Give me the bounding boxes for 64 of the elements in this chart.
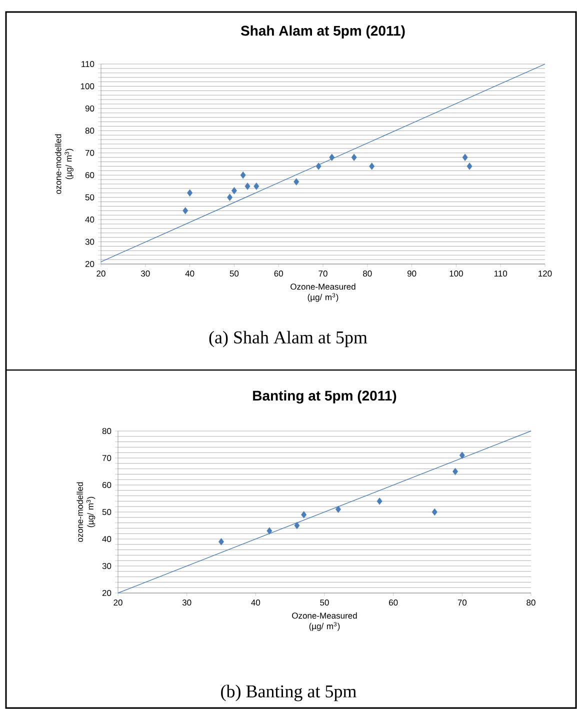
point [316, 162, 322, 170]
point [369, 162, 375, 170]
point [231, 187, 237, 194]
x-tick-label: 30 [141, 270, 150, 277]
x-tick-label: 40 [185, 270, 194, 277]
point [336, 506, 342, 513]
point [254, 182, 260, 190]
y-tick-label: 110 [82, 61, 94, 68]
x-tick-label: 80 [363, 270, 372, 277]
y-tick-label: 50 [102, 509, 112, 516]
y-tick-label: 30 [102, 563, 112, 570]
y-tick-label: 60 [85, 172, 94, 178]
chart-title: Banting at 5pm (2011) [253, 390, 396, 404]
point [240, 171, 246, 179]
point [294, 178, 300, 186]
point [459, 452, 465, 459]
point [244, 182, 250, 190]
x-tick-label: 80 [526, 600, 536, 606]
y-tick-label: 70 [102, 455, 112, 462]
y-tick-label: 30 [85, 238, 94, 245]
point [301, 511, 307, 518]
y-tick-label: 70 [85, 150, 94, 156]
point [462, 154, 468, 162]
x-tick-label: 50 [230, 270, 239, 277]
x-tick-label: 120 [538, 270, 552, 277]
x-tick-label: 30 [182, 600, 192, 606]
y-tick-label: 90 [85, 105, 94, 112]
x-tick-label: 60 [389, 600, 398, 606]
x-axis-title: Ozone-Measured (µg/ m$^{3}$) [292, 612, 357, 631]
y-tick-label: 50 [85, 194, 94, 200]
point [376, 498, 382, 505]
x-tick-label: 110 [494, 270, 508, 277]
x-tick-label: 70 [318, 270, 328, 277]
y-tick-label: 80 [102, 428, 112, 434]
point [182, 207, 188, 214]
point [466, 162, 472, 170]
point [432, 508, 438, 516]
point [329, 154, 335, 162]
y-tick-label: 40 [102, 536, 112, 542]
text: (b) Banting at 5pm [221, 684, 356, 702]
x-tick-label: 40 [251, 600, 260, 606]
x-tick-label: 50 [320, 600, 329, 606]
point [187, 189, 193, 197]
y-tick-label: 100 [80, 83, 94, 90]
point [218, 538, 224, 546]
chart-title: Shah Alam at 5pm (2011) [240, 25, 405, 38]
x-tick-label: 100 [450, 270, 463, 277]
point [294, 522, 300, 530]
y-tick-label: 60 [102, 482, 112, 488]
point [227, 194, 233, 201]
x-tick-label: 70 [458, 600, 467, 606]
point [452, 468, 458, 476]
x-tick-label: 90 [407, 270, 416, 277]
y-tick-label: 80 [85, 128, 94, 134]
y-tick-label: 20 [102, 590, 112, 596]
point [351, 154, 357, 162]
text: (a) Shah Alam at 5pm [209, 330, 368, 348]
x-tick-label: 20 [114, 600, 122, 606]
point [266, 527, 272, 535]
y-tick-label: 20 [85, 261, 94, 268]
x-tick-label: 60 [274, 270, 283, 277]
x-axis-title: Ozone-Measured (µg/ m$^{3}$) [290, 283, 356, 302]
y-tick-label: 40 [85, 216, 94, 223]
x-tick-label: 20 [96, 270, 106, 277]
